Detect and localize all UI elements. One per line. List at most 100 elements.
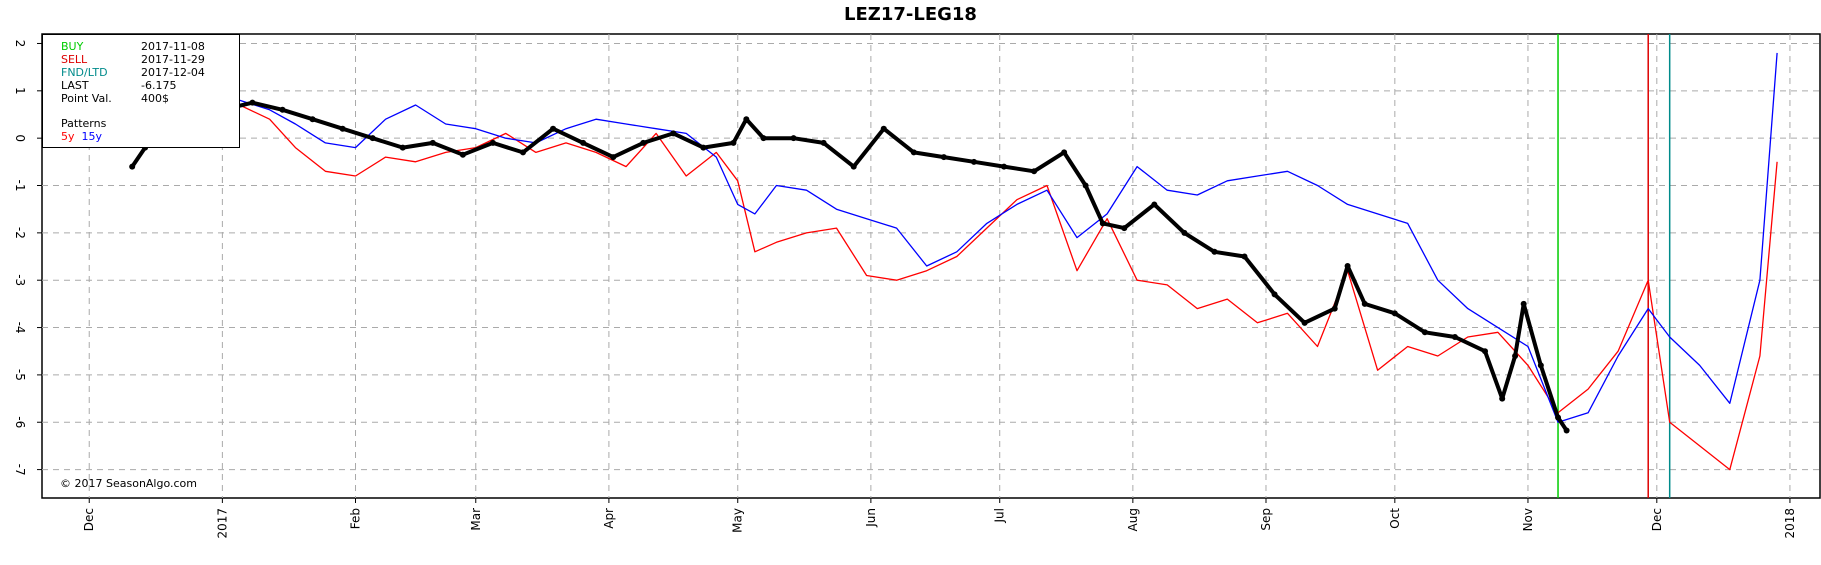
x-tick-label: Jun xyxy=(864,508,878,528)
series-point xyxy=(610,154,617,161)
series-point xyxy=(910,149,917,156)
series-point xyxy=(820,139,827,146)
series-point xyxy=(1031,168,1038,175)
x-tick-label: 2018 xyxy=(1783,508,1797,539)
series-point xyxy=(1001,163,1008,170)
series-point xyxy=(1241,253,1248,260)
pattern-5y: 5y xyxy=(61,130,75,143)
series-point xyxy=(369,135,376,142)
series-point xyxy=(580,139,587,146)
point-label: Point Val. xyxy=(61,92,112,105)
series-line-lez17-leg18 xyxy=(130,100,1569,432)
pattern-15y: 15y xyxy=(81,130,103,143)
series-point xyxy=(730,139,737,146)
series-point xyxy=(309,116,316,123)
x-axis: Dec 2017 Feb Mar Apr May Jun Jul Aug Sep Oct Nov Dec… xyxy=(82,498,1797,539)
x-tick-label: Oct xyxy=(1388,508,1402,529)
series-point xyxy=(1520,300,1527,307)
series-point xyxy=(1211,248,1218,255)
series-line-15y xyxy=(239,52,1778,423)
fnd-label: FND/LTD xyxy=(61,66,108,79)
y-tick-label: -7 xyxy=(13,464,27,476)
series-point xyxy=(1331,305,1338,312)
last-label: LAST xyxy=(61,79,89,92)
last-value: -6.175 xyxy=(141,79,177,92)
series-point xyxy=(429,139,436,146)
series-point xyxy=(700,144,707,151)
x-tick-label: Mar xyxy=(469,508,483,531)
y-tick-label: -6 xyxy=(13,416,27,428)
x-tick-label: Dec xyxy=(1650,508,1664,531)
series-point xyxy=(850,163,857,170)
series-point xyxy=(1361,300,1368,307)
series-point xyxy=(1344,263,1351,269)
series-point xyxy=(1121,225,1128,232)
x-tick-label: Dec xyxy=(82,508,96,531)
series-point xyxy=(1271,291,1278,298)
y-tick-label: 1 xyxy=(13,87,27,95)
x-tick-label: Aug xyxy=(1126,508,1140,531)
buy-label: BUY xyxy=(61,40,84,53)
series-layer xyxy=(129,52,1778,471)
series-point xyxy=(940,154,947,161)
y-tick-label: -4 xyxy=(13,322,27,334)
y-tick-label: -3 xyxy=(13,274,27,286)
chart-title: LEZ17-LEG18 xyxy=(844,4,977,25)
grid xyxy=(42,34,1820,498)
series-point xyxy=(790,135,797,142)
series-point xyxy=(489,139,496,146)
series-point xyxy=(550,125,557,132)
series-point xyxy=(1555,414,1562,421)
series-point xyxy=(760,135,767,142)
series-point xyxy=(1421,329,1428,336)
series-point xyxy=(1151,201,1158,208)
x-tick-label: 2017 xyxy=(215,508,229,539)
y-tick-label: -5 xyxy=(13,369,27,381)
x-tick-label: Feb xyxy=(349,508,363,529)
series-point xyxy=(743,116,750,123)
x-tick-label: May xyxy=(731,508,745,533)
series-point xyxy=(1099,220,1106,227)
series-point xyxy=(279,106,286,113)
series-point xyxy=(1061,149,1068,156)
sell-date: 2017-11-29 xyxy=(141,53,205,66)
series-point xyxy=(670,130,677,137)
series-point xyxy=(1082,182,1089,189)
x-tick-label: Nov xyxy=(1521,508,1535,531)
series-point xyxy=(1499,395,1506,402)
plot-frame xyxy=(41,33,1821,499)
y-tick-label: 2 xyxy=(13,40,27,48)
buy-date: 2017-11-08 xyxy=(141,40,205,53)
series-point xyxy=(399,144,406,151)
series-point xyxy=(1451,334,1458,341)
legend-box: BUY 2017-11-08 SELL 2017-11-29 FND/LTD 2017… xyxy=(42,34,240,148)
fnd-date: 2017-12-04 xyxy=(141,66,205,79)
point-value: 400$ xyxy=(141,92,169,105)
y-tick-label: 0 xyxy=(13,134,27,142)
series-point xyxy=(880,125,887,132)
series-point xyxy=(339,125,346,132)
series-point xyxy=(1482,348,1489,355)
series-point xyxy=(1181,229,1188,236)
series-point xyxy=(970,158,977,165)
series-point xyxy=(129,163,136,170)
y-axis: -7 -6 -5 -4 -3 -2 -1 0 1 2 xyxy=(13,40,42,476)
series-point xyxy=(459,151,466,158)
x-tick-label: Sep xyxy=(1259,508,1273,531)
x-tick-label: Jul xyxy=(993,508,1007,523)
patterns-label: Patterns xyxy=(61,117,107,130)
series-point xyxy=(1512,352,1519,359)
x-tick-label: Apr xyxy=(602,508,616,529)
series-point xyxy=(1391,310,1398,317)
series-point xyxy=(1301,319,1308,326)
copyright-notice: © 2017 SeasonAlgo.com xyxy=(60,477,198,490)
sell-label: SELL xyxy=(61,53,88,66)
series-point xyxy=(249,99,256,106)
y-tick-label: -2 xyxy=(13,227,27,239)
series-point xyxy=(1537,362,1544,369)
series-point xyxy=(520,149,527,156)
series-point xyxy=(1563,427,1570,434)
y-tick-label: -1 xyxy=(13,180,27,192)
series-point xyxy=(640,139,647,146)
